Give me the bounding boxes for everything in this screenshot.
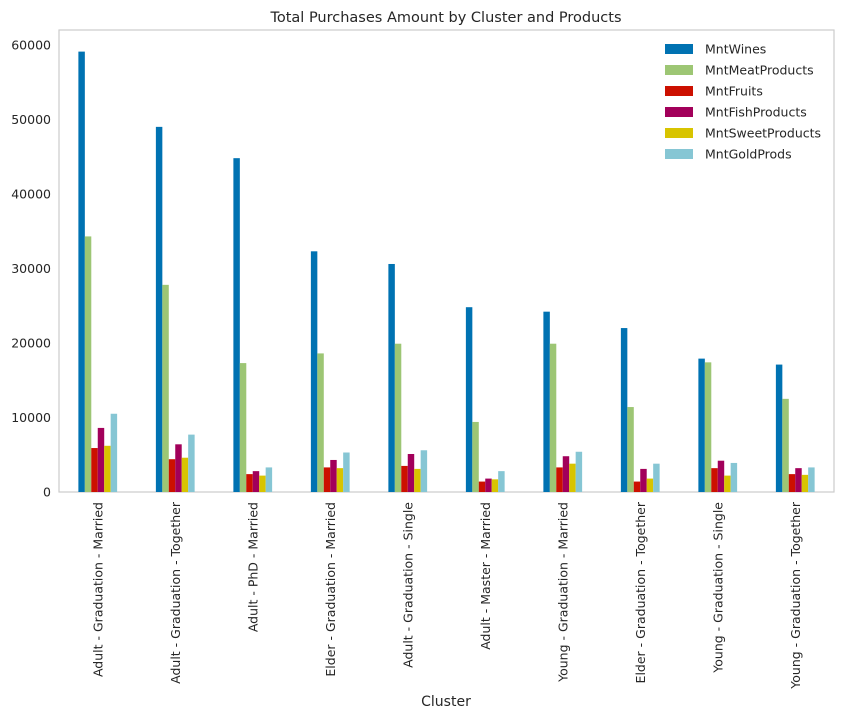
x-tick-label: Young - Graduation - Single [710,502,725,674]
bar [698,358,705,492]
bar [491,479,499,492]
bar [795,468,802,492]
bars [78,51,815,493]
bar [394,343,402,492]
x-tick-label: Young - Graduation - Together [788,501,803,690]
x-tick-label: Young - Graduation - Married [555,502,570,683]
bar [259,475,266,492]
legend-swatch [665,128,693,138]
bar [84,236,92,492]
bar [556,467,563,492]
x-axis-label: Cluster [421,694,471,710]
legend-label: MntFruits [705,84,763,99]
bar [704,362,712,492]
x-tick-label: Elder - Graduation - Together [633,501,648,683]
plot-frame [58,29,835,493]
bar [104,445,111,492]
bar [788,474,796,492]
x-tick-label: Adult - PhD - Married [245,502,260,632]
legend-label: MntSweetProducts [705,126,821,141]
bar [239,363,247,492]
bar [640,468,647,492]
bar [246,474,253,492]
y-tick-label: 20000 [11,335,51,350]
bar [575,451,583,492]
bar [633,481,641,492]
bar [181,457,189,492]
legend-swatch [665,44,693,54]
bar [155,126,163,493]
bar [343,452,350,492]
legend-swatch [665,149,693,159]
bar [485,478,492,492]
bar [265,467,273,492]
bar [569,463,576,492]
x-tick-label: Adult - Graduation - Married [90,502,105,677]
bar [401,465,408,492]
bar [414,468,421,492]
bar [175,444,182,492]
bar [472,421,479,492]
bar [110,413,118,492]
legend-swatch [665,65,693,75]
y-tick-label: 40000 [11,186,51,201]
legend-label: MntMeatProducts [705,63,814,78]
bar [330,459,337,492]
legend-swatch [665,107,693,117]
bar [782,398,789,492]
bar [162,284,169,492]
legend-swatch [665,86,693,96]
bar [407,454,415,492]
legend-label: MntGoldProds [705,147,792,162]
y-tick-label: 10000 [11,410,51,425]
bar [711,468,718,492]
bar [801,474,809,492]
bar [562,456,570,492]
bar [730,462,738,492]
bar [717,460,725,492]
y-tick-label: 0 [43,485,51,500]
bar [317,353,324,492]
bar [252,471,260,492]
bar [549,343,557,492]
y-tick-label: 30000 [11,261,51,276]
bar [78,51,85,493]
x-tick-label: Elder - Graduation - Married [323,502,338,677]
bar [724,475,731,492]
bar [646,478,654,492]
bar [388,263,395,492]
bar [465,307,473,492]
x-tick-label: Adult - Graduation - Together [168,501,183,684]
bar [498,471,505,492]
bar [775,364,783,492]
bar [336,468,344,492]
bar [627,407,634,492]
x-tick-label: Adult - Master - Married [478,502,493,650]
bar [168,459,176,492]
bar [420,450,428,492]
y-tick-label: 50000 [11,112,51,127]
axes: 0 10000 20000 30000 40000 50000 60000 Adult - G… [11,29,835,690]
y-tick-label: 60000 [11,37,51,52]
legend-label: MntFishProducts [705,105,807,120]
chart-title: Total Purchases Amount by Cluster and Pr… [269,10,621,26]
bar [97,427,105,492]
bar [310,251,318,492]
x-tick-label: Adult - Graduation - Single [400,502,415,668]
bar [188,434,195,492]
bar [91,448,98,492]
bar [233,158,240,493]
bar [478,481,486,492]
legend-label: MntWines [705,42,766,57]
bar [620,328,628,492]
legend: MntWines MntMeatProducts MntFruits MntFishP… [665,42,821,162]
bar [543,311,550,492]
bar [323,467,331,492]
bar [653,463,660,492]
bar [808,467,815,492]
